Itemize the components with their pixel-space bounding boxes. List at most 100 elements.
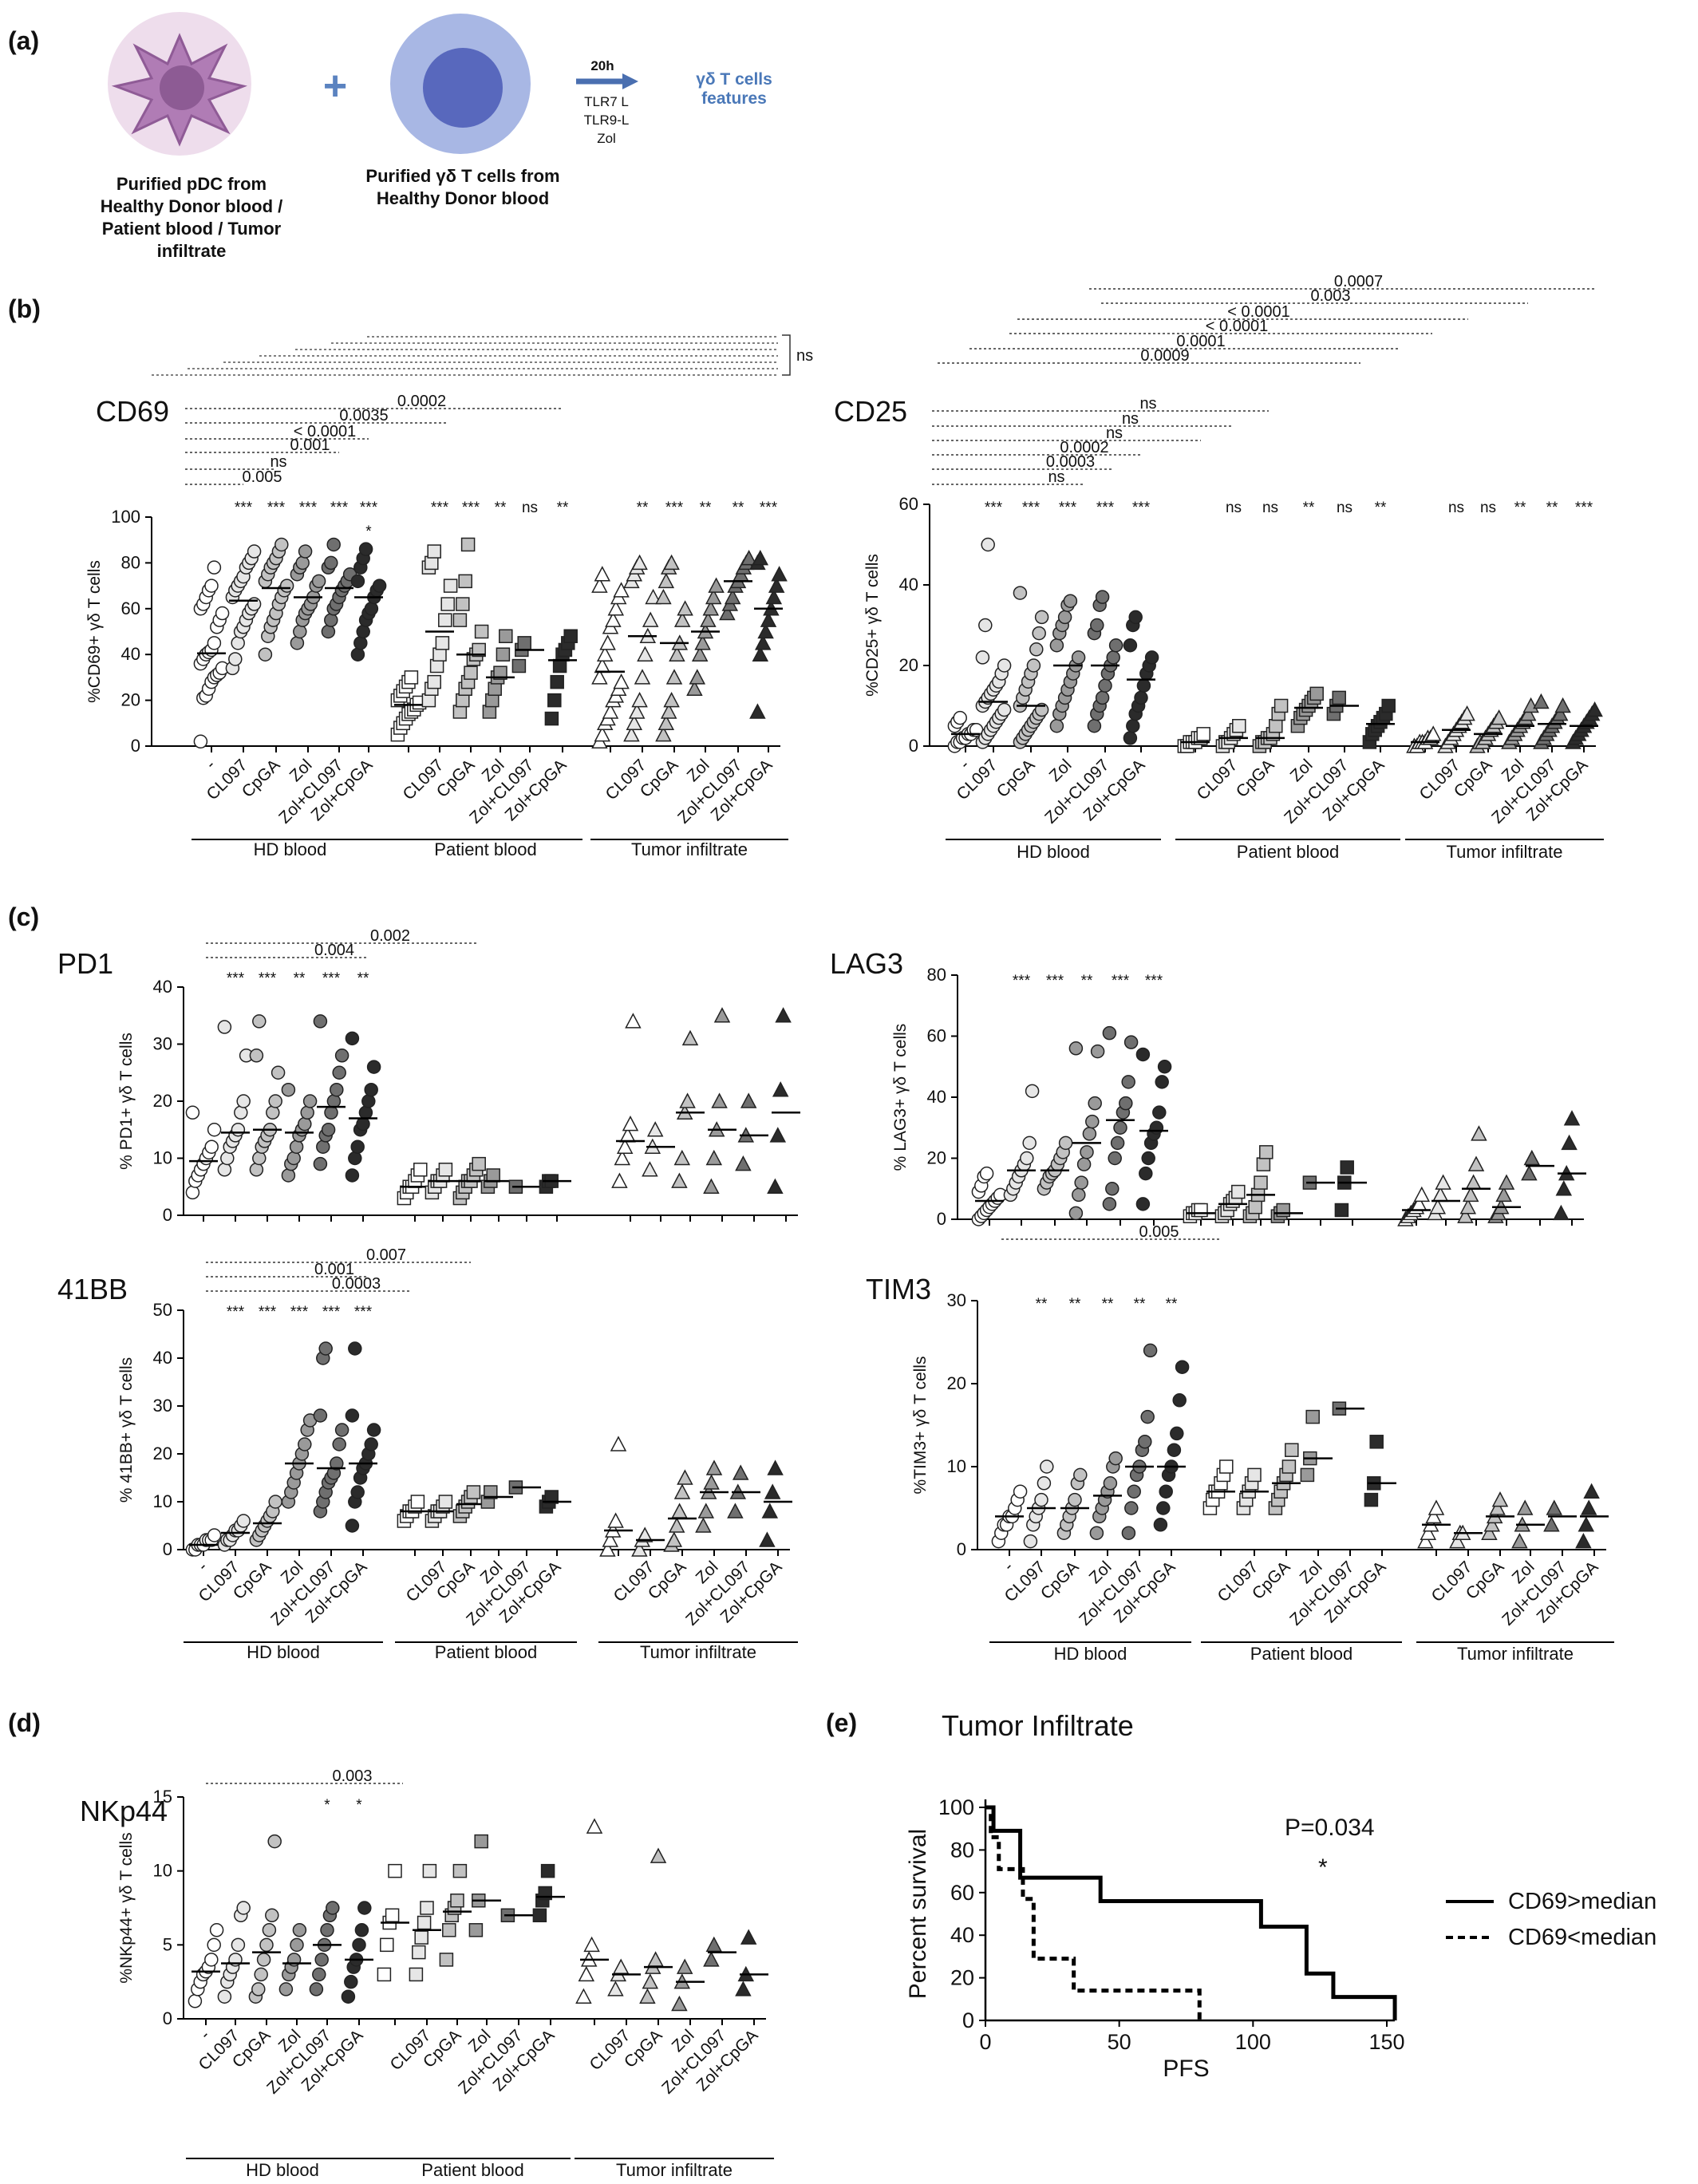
significance-label: *** <box>1132 500 1151 516</box>
data-point <box>332 1437 346 1451</box>
data-point <box>642 611 659 627</box>
significance-label: *** <box>227 970 245 987</box>
data-point <box>1175 1360 1190 1374</box>
data-point <box>1085 1114 1100 1129</box>
y-tick-label: 20 <box>947 1373 966 1393</box>
comparison-label: 0.005 <box>242 468 282 486</box>
data-point <box>217 1163 232 1177</box>
data-point <box>705 1936 723 1953</box>
data-point <box>708 577 725 593</box>
data-point <box>281 1168 296 1183</box>
data-point <box>1013 586 1028 600</box>
chart-title: CD25 <box>834 395 907 428</box>
data-point <box>209 1923 224 1937</box>
data-point <box>228 652 243 666</box>
data-point <box>613 582 630 598</box>
data-point <box>1248 1199 1262 1214</box>
data-point <box>1103 1476 1118 1491</box>
x-tick-label: 150 <box>1368 2030 1404 2054</box>
survival-line-low <box>985 1805 1202 2020</box>
data-point <box>472 642 486 658</box>
data-point <box>1108 638 1123 653</box>
data-point <box>207 1123 222 1137</box>
panel-label-a: (a) <box>8 26 39 55</box>
data-point <box>602 703 619 719</box>
significance-label: ** <box>1102 1296 1114 1313</box>
schematic: Purified pDC from Healthy Donor blood / … <box>101 12 772 261</box>
significance-star: * <box>1318 1854 1328 1881</box>
data-point <box>254 1967 268 1982</box>
data-point <box>1424 725 1442 741</box>
data-point <box>204 1953 219 1967</box>
y-tick-label: 0 <box>957 1539 966 1559</box>
data-point <box>1049 719 1064 733</box>
y-tick-label: 40 <box>153 977 172 997</box>
data-point <box>409 1967 424 1982</box>
data-point <box>532 1908 547 1923</box>
data-point <box>719 604 736 621</box>
significance-label: ** <box>1375 500 1387 516</box>
data-point <box>547 693 562 708</box>
comparison-label: 0.007 <box>366 1246 406 1264</box>
result-label-2: features <box>701 89 767 108</box>
chart-title: NKp44 <box>80 1795 168 1827</box>
data-point <box>1259 1145 1274 1159</box>
data-point <box>713 1007 731 1023</box>
data-point <box>607 600 625 616</box>
group-label: Patient blood <box>1237 842 1339 862</box>
data-point <box>364 1082 378 1097</box>
y-tick-label: 60 <box>927 1026 946 1046</box>
data-point <box>300 1105 314 1120</box>
data-point <box>1269 719 1283 733</box>
y-tick-label: 40 <box>899 575 918 594</box>
legend-label: CD69<median <box>1508 1925 1657 1950</box>
data-point <box>1586 701 1603 717</box>
data-point <box>302 1094 318 1108</box>
data-point <box>332 1065 346 1080</box>
data-point <box>311 574 326 589</box>
data-point <box>438 1163 453 1177</box>
data-point <box>752 646 769 662</box>
data-point <box>309 1982 324 1996</box>
data-point <box>563 629 578 643</box>
y-axis-label: %TIM3+ γδ T cells <box>911 1357 930 1495</box>
data-point <box>759 1531 776 1547</box>
data-point <box>1521 1165 1538 1181</box>
data-point <box>1413 1186 1431 1203</box>
pdc-caption-1: Purified pDC from <box>116 174 267 194</box>
data-point <box>1247 1467 1262 1483</box>
category-label: - <box>196 2026 213 2043</box>
significance-label: ** <box>1514 500 1526 516</box>
data-point <box>295 555 310 571</box>
significance-label: ** <box>1069 1296 1081 1313</box>
comparison-label: 0.0035 <box>339 407 388 425</box>
data-point <box>764 1483 781 1499</box>
y-axis-label: %NKp44+ γδ T cells <box>117 1832 136 1983</box>
data-point <box>499 629 513 643</box>
category-label: Zol <box>1046 756 1076 785</box>
data-point <box>314 1953 329 1967</box>
data-point <box>1057 610 1072 625</box>
data-point <box>321 624 336 639</box>
data-point <box>1025 1084 1040 1099</box>
data-point <box>1459 1199 1477 1214</box>
data-point <box>1128 610 1143 625</box>
group-label: Patient blood <box>435 1642 537 1662</box>
data-point <box>1256 1157 1271 1171</box>
data-point <box>1196 727 1210 741</box>
data-point <box>320 1923 334 1937</box>
data-point <box>668 1517 685 1533</box>
category-label: CpGA <box>993 756 1039 801</box>
arrow-label-tlr9: TLR9-L <box>584 113 630 128</box>
data-point <box>279 579 294 593</box>
data-point <box>1420 1524 1437 1540</box>
category-label: CL097 <box>1428 1558 1476 1605</box>
data-point <box>1580 1499 1597 1515</box>
data-point <box>1194 1203 1208 1218</box>
data-point <box>511 658 527 673</box>
data-point <box>231 1937 246 1953</box>
data-point <box>749 703 766 719</box>
category-label: CL097 <box>1416 756 1464 804</box>
data-point <box>438 1495 453 1509</box>
